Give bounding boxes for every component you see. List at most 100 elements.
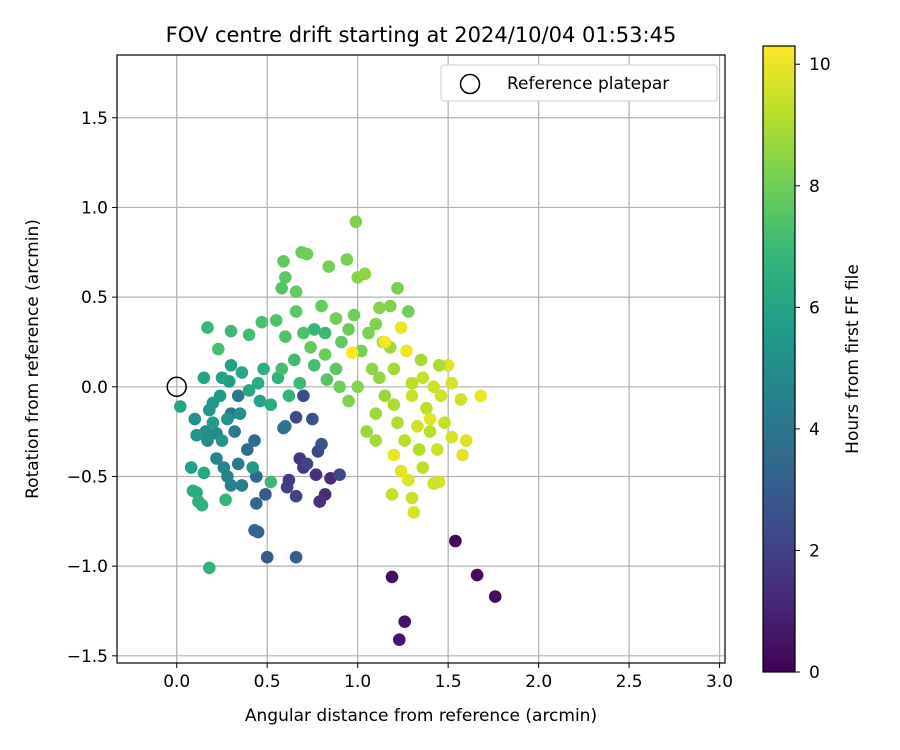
scatter-point xyxy=(203,561,216,575)
scatter-point xyxy=(431,443,444,456)
scatter-point xyxy=(373,301,386,315)
y-tick-label: 0.5 xyxy=(81,288,108,308)
scatter-point xyxy=(391,416,404,430)
y-axis: −1.5 −1.0 −0.5 0.0 0.5 1.0 1.5 xyxy=(67,109,117,667)
scatter-point xyxy=(342,323,355,336)
scatter-point xyxy=(329,312,343,325)
scatter-point xyxy=(233,407,247,421)
scatter-point xyxy=(264,398,278,412)
scatter-point xyxy=(195,498,209,512)
y-tick-label: −1.0 xyxy=(67,557,108,577)
scatter-point xyxy=(231,457,245,471)
scatter-point xyxy=(402,305,415,318)
scatter-point xyxy=(248,524,261,537)
scatter-point xyxy=(289,489,303,503)
scatter-point xyxy=(454,393,468,406)
scatter-point xyxy=(333,468,346,482)
colorbar-gradient xyxy=(763,46,795,672)
scatter-point xyxy=(416,371,430,385)
scatter-point xyxy=(221,412,234,426)
scatter-point xyxy=(449,534,462,548)
scatter-point xyxy=(277,254,290,268)
scatter-point xyxy=(427,477,441,490)
scatter-point xyxy=(393,633,406,646)
scatter-point xyxy=(351,380,365,394)
scatter-point xyxy=(407,506,421,519)
scatter-point xyxy=(313,495,327,508)
scatter-point xyxy=(349,215,363,229)
scatter-point xyxy=(405,491,419,505)
scatter-point xyxy=(369,434,383,447)
scatter-point xyxy=(257,362,270,376)
scatter-point xyxy=(445,376,459,390)
scatter-point xyxy=(212,342,225,356)
scatter-point xyxy=(329,362,343,376)
scatter-point xyxy=(174,400,187,413)
scatter-point xyxy=(414,353,428,367)
scatter-point xyxy=(438,416,451,430)
scatter-point xyxy=(373,371,386,385)
scatter-point xyxy=(275,281,289,295)
y-tick-label: 0.0 xyxy=(81,378,108,398)
scatter-point xyxy=(362,326,375,340)
scatter-point xyxy=(224,359,238,372)
scatter-point xyxy=(264,475,278,489)
scatter-point xyxy=(186,484,200,498)
scatter-point xyxy=(385,488,399,501)
colorbar-tick-label: 10 xyxy=(809,55,831,75)
scatter-point xyxy=(345,346,359,360)
scatter-point xyxy=(241,443,254,456)
scatter-point xyxy=(347,308,361,322)
y-tick-label: −1.5 xyxy=(67,647,108,667)
scatter-point xyxy=(360,425,374,438)
scatter-point xyxy=(282,389,296,403)
x-tick-label: 1.0 xyxy=(344,672,371,692)
scatter-point xyxy=(215,434,229,447)
x-axis-label: Angular distance from reference (arcmin) xyxy=(245,706,597,726)
scatter-point xyxy=(184,461,198,474)
scatter-point xyxy=(470,568,484,582)
scatter-point xyxy=(459,434,473,447)
scatter-point xyxy=(242,328,256,342)
scatter-point xyxy=(427,380,441,394)
scatter-point xyxy=(394,321,408,334)
colorbar-ticks: 0 2 4 6 8 10 xyxy=(795,55,831,683)
scatter-point xyxy=(307,359,321,372)
scatter-point xyxy=(412,443,426,456)
scatter-point xyxy=(210,452,223,465)
scatter-point xyxy=(488,590,502,603)
scatter-point xyxy=(259,488,272,501)
scatter-point xyxy=(300,457,314,471)
scatter-point xyxy=(248,434,261,447)
scatter-point xyxy=(405,376,419,390)
scatter-point xyxy=(253,394,267,408)
legend-entry-reference: Reference platepar xyxy=(507,74,669,94)
scatter-point xyxy=(369,317,383,331)
scatter-point xyxy=(188,412,202,426)
x-tick-label: 0.5 xyxy=(254,672,281,692)
scatter-point xyxy=(391,281,404,295)
scatter-point xyxy=(315,437,328,451)
scatter-point xyxy=(333,380,346,394)
scatter-point xyxy=(297,326,310,340)
scatter-point xyxy=(318,326,332,340)
scatter-point xyxy=(242,384,256,397)
data-points xyxy=(174,215,502,646)
scatter-point xyxy=(224,324,238,338)
scatter-point xyxy=(231,389,245,403)
colorbar-frame xyxy=(762,45,796,673)
scatter-point xyxy=(402,473,415,487)
scatter-point xyxy=(387,398,401,412)
scatter-point xyxy=(369,407,383,421)
scatter-point xyxy=(322,260,336,273)
scatter-point xyxy=(387,362,401,376)
colorbar-tick-label: 6 xyxy=(809,298,820,318)
y-axis-label: Rotation from reference (arcmin) xyxy=(23,219,43,499)
legend: Reference platepar xyxy=(440,64,718,102)
scatter-point xyxy=(213,389,227,403)
scatter-point xyxy=(340,253,354,266)
scatter-point xyxy=(474,389,488,403)
scatter-point xyxy=(206,416,220,430)
scatter-point xyxy=(279,330,292,343)
